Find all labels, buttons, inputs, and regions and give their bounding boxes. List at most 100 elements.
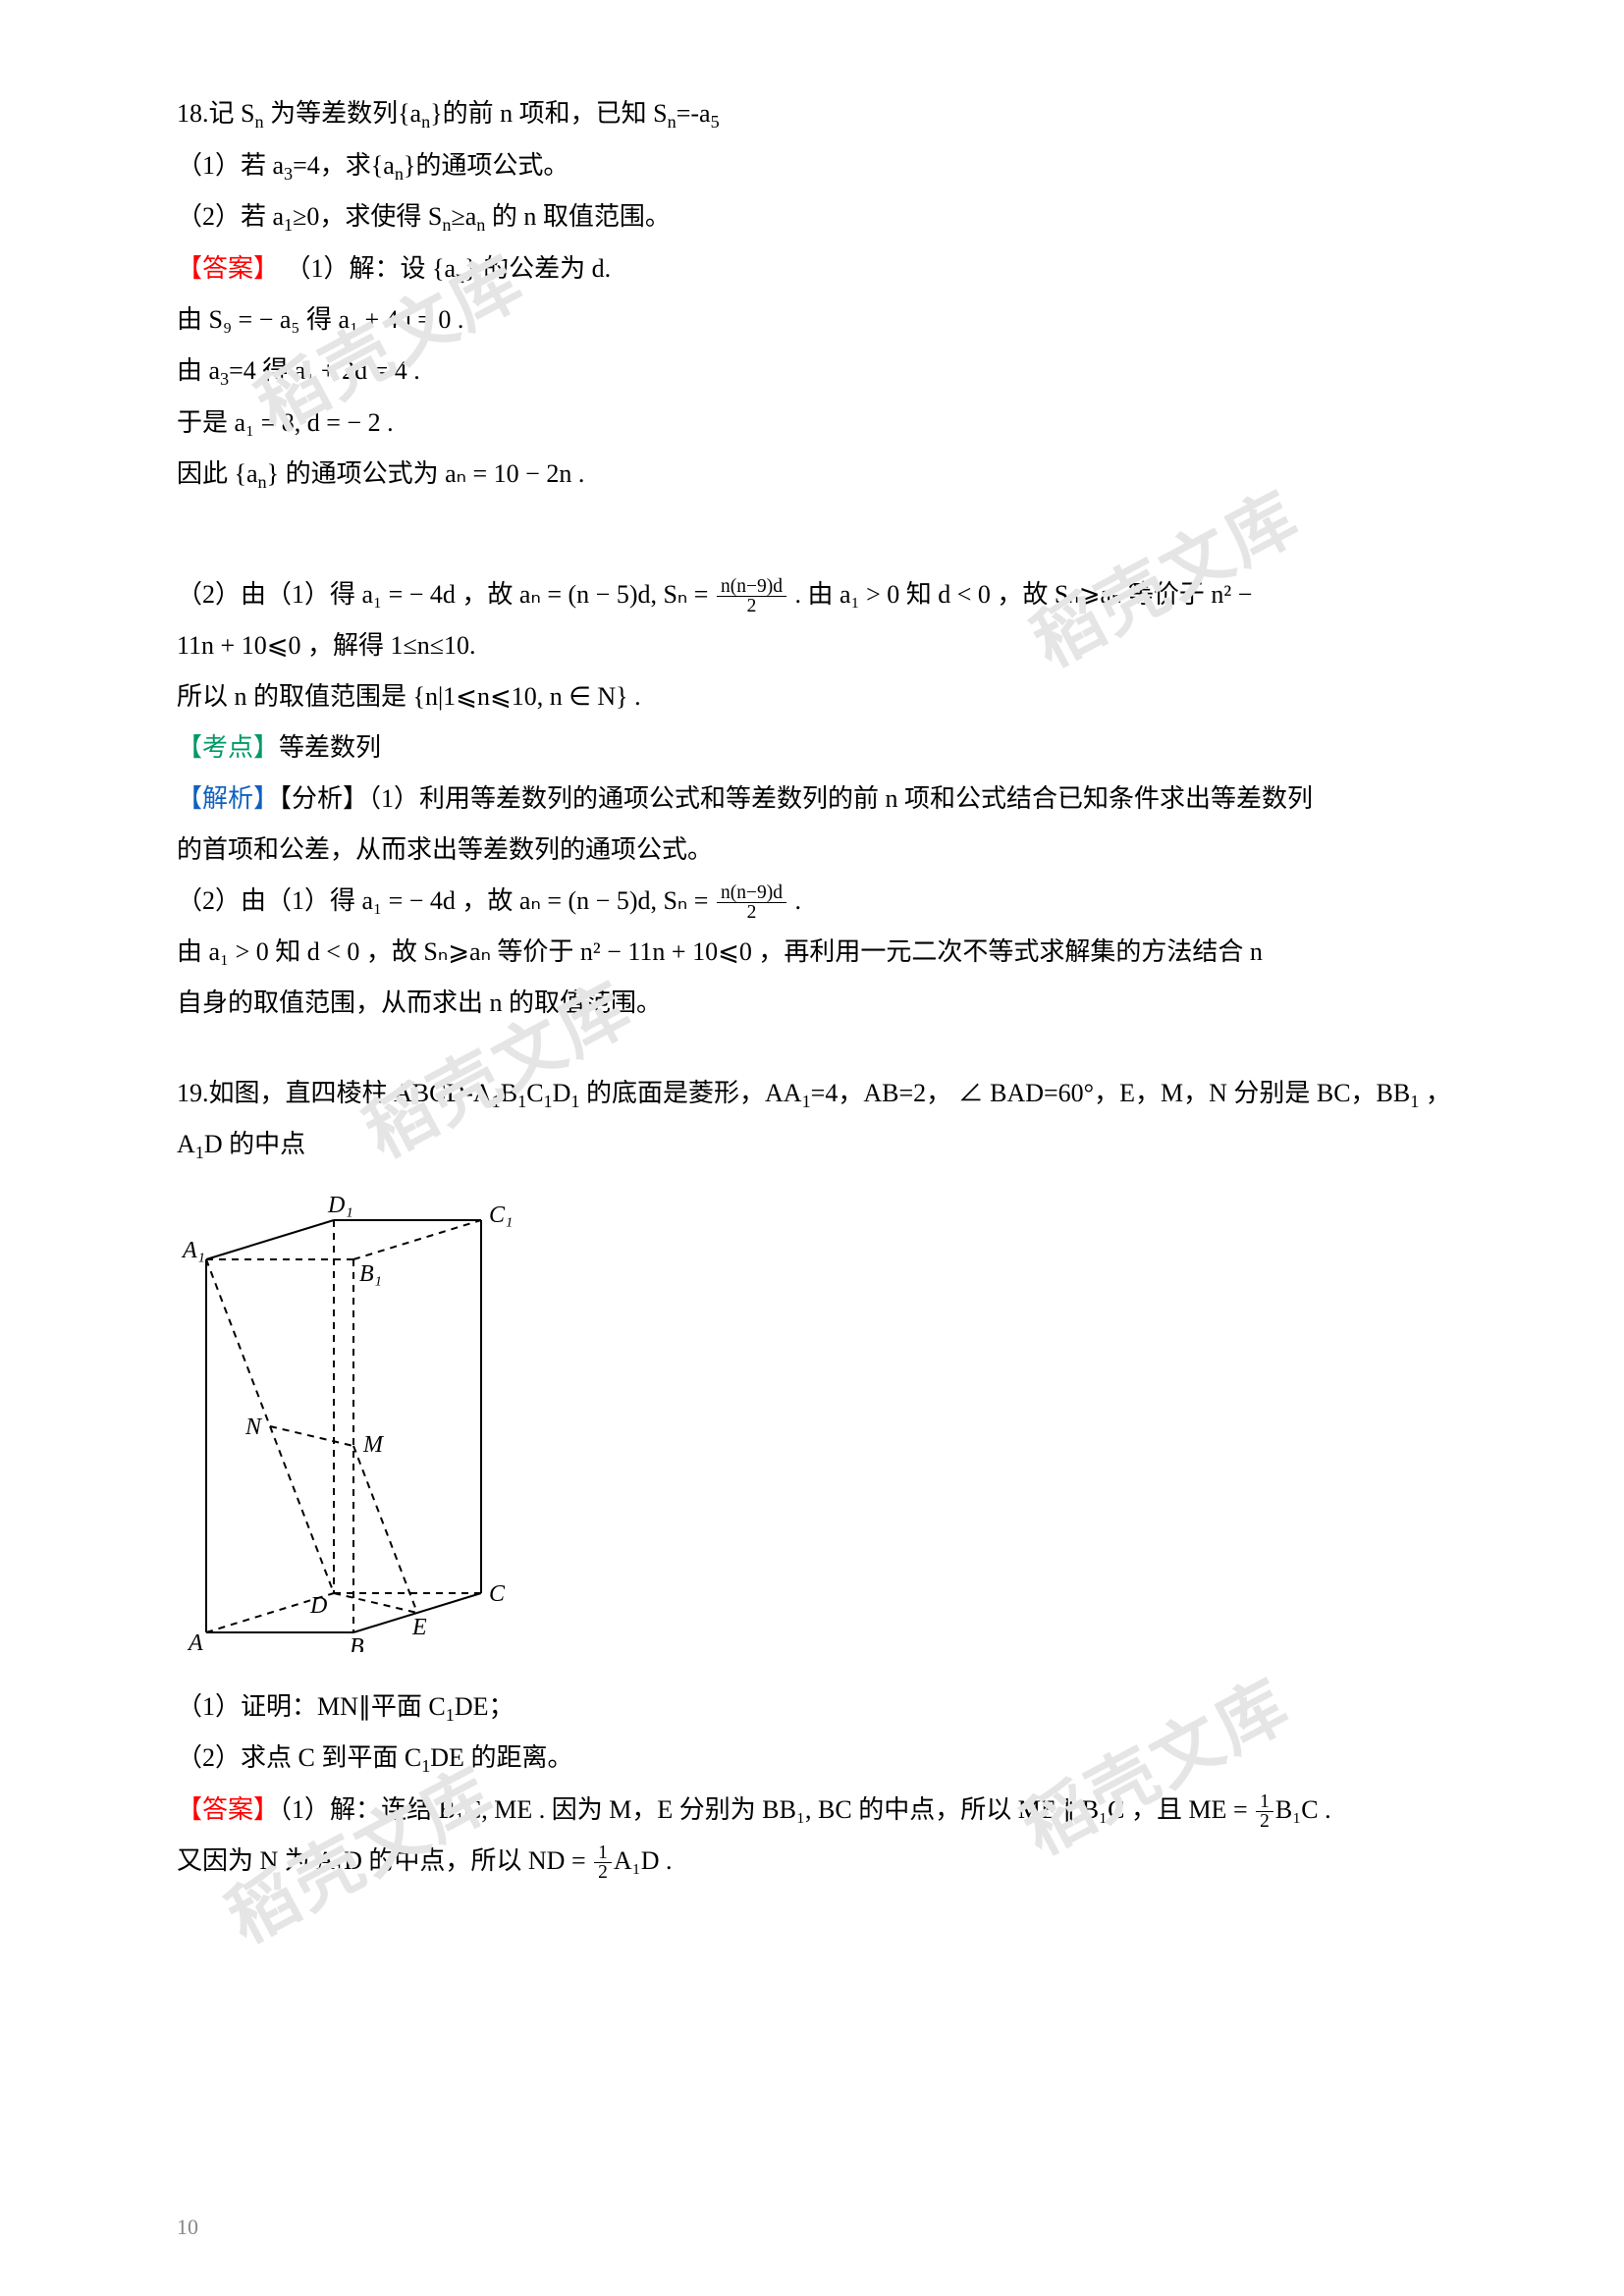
text: 19.如图，直四棱柱 ABCD-A (177, 1079, 492, 1107)
label-C1: C₁ (489, 1202, 513, 1228)
fraction: n(n−9)d2 (717, 577, 786, 616)
text: ≥0，求使得 S (293, 202, 442, 231)
label-A1: A₁ (181, 1238, 205, 1263)
text: D (553, 1079, 571, 1107)
text: }的通项公式。 (404, 151, 568, 180)
numerator: 1 (594, 1843, 612, 1864)
text: （2）由（1）得 a₁ = − 4d ，故 aₙ = (n − 5)d, Sₙ … (177, 886, 715, 915)
text: 又因为 N 为 A₁D 的中点，所以 ND = (177, 1846, 592, 1875)
p19-stem-l2: A1D 的中点 (177, 1119, 1447, 1171)
p18-jiexi-l3: 由 a₁ > 0 知 d < 0 ，故 Sₙ⩾aₙ 等价于 n² − 11n +… (177, 927, 1447, 978)
text: 【分析】（1）利用等差数列的通项公式和等差数列的前 n 项和公式结合已知条件求出… (279, 784, 1313, 813)
label-B: B (350, 1634, 364, 1652)
sub: 1 (544, 1092, 553, 1111)
prism-svg: A B C D E M N A₁ B₁ C₁ D₁ (177, 1181, 530, 1652)
fraction: 12 (594, 1843, 612, 1883)
text: （1）若 a (177, 151, 284, 180)
p18-part2-l3: 所以 n 的取值范围是 {n|1⩽n⩽10, n ∈ N} . (177, 671, 1447, 722)
denominator: 2 (717, 597, 786, 616)
sub: n (258, 472, 267, 492)
p18-part2-l2: 11n + 10⩽0 ，解得 1≤n≤10. (177, 620, 1447, 671)
text: DE； (455, 1692, 514, 1721)
p18-jiexi-l3b: 自身的取值范围，从而求出 n 的取值范围。 (177, 978, 1447, 1029)
p18-step3: 于是 a₁ = 8, d = − 2 . (177, 398, 1447, 449)
text: 因此 {a (177, 459, 258, 488)
p18-kaodian: 【考点】等差数列 (177, 722, 1447, 774)
text: （1）证明：MN∥平面 C (177, 1692, 446, 1721)
answer-label: 【答案】 (177, 1795, 279, 1824)
sub: 5 (711, 112, 720, 132)
sub: 1 (802, 1092, 811, 1111)
text: （2）由（1）得 a₁ = − 4d ，故 aₙ = (n − 5)d, Sₙ … (177, 580, 715, 609)
page: 稻壳文库 稻壳文库 稻壳文库 稻壳文库 稻壳文库 18.记 Sn 为等差数列{a… (0, 0, 1624, 2296)
text: B (501, 1079, 517, 1107)
numerator: 1 (1256, 1792, 1273, 1813)
text: . 由 a₁ > 0 知 d < 0 ，故 Sₙ⩾aₙ 等价于 n² − (788, 580, 1252, 609)
p18-jiexi-l1b: 的首项和公差，从而求出等差数列的通项公式。 (177, 825, 1447, 876)
sub: n (421, 112, 430, 132)
label-B1: B₁ (359, 1261, 382, 1287)
text: （2）若 a (177, 202, 284, 231)
text: ， (1419, 1079, 1451, 1107)
p18-q1: （1）若 a3=4，求{an}的通项公式。 (177, 140, 1447, 192)
label-C: C (489, 1581, 506, 1607)
label-A: A (187, 1630, 203, 1652)
p19-answer-l2: 又因为 N 为 A₁D 的中点，所以 ND = 12A₁D . (177, 1836, 1447, 1887)
text: 的底面是菱形，AA (580, 1079, 802, 1107)
sub: 1 (492, 1092, 501, 1111)
p18-jiexi-l1: 【解析】【分析】（1）利用等差数列的通项公式和等差数列的前 n 项和公式结合已知… (177, 774, 1447, 825)
denominator: 2 (594, 1863, 612, 1883)
label-E: E (411, 1615, 427, 1640)
sub: n (668, 112, 677, 132)
text: =-a (677, 99, 711, 128)
text: （1）解：连结 B₁C, ME . 因为 M，E 分别为 BB₁, BC 的中点… (279, 1795, 1254, 1824)
text: C (526, 1079, 543, 1107)
label-D1: D₁ (327, 1193, 353, 1218)
text: 由 a (177, 356, 220, 385)
label-M: M (362, 1432, 385, 1458)
text: DE 的距离。 (430, 1743, 572, 1772)
sub: n (456, 267, 464, 287)
text: A₁D . (614, 1846, 673, 1875)
text: A (177, 1130, 195, 1158)
text: } 的通项公式为 aₙ = 10 − 2n . (267, 459, 585, 488)
text: D 的中点 (204, 1130, 305, 1158)
text: （1）解：设 {a (279, 254, 456, 283)
text: =4，求{a (293, 151, 395, 180)
sub: 1 (421, 1757, 430, 1777)
sub: n (476, 215, 485, 235)
p19-answer-l1: 【答案】（1）解：连结 B₁C, ME . 因为 M，E 分别为 BB₁, BC… (177, 1785, 1447, 1836)
text: =4 得 a₁ + 2d = 4 . (229, 356, 420, 385)
p18-jiexi-l2: （2）由（1）得 a₁ = − 4d ，故 aₙ = (n − 5)d, Sₙ … (177, 876, 1447, 927)
text: 的 n 取值范围。 (485, 202, 671, 231)
p18-step2: 由 a3=4 得 a₁ + 2d = 4 . (177, 346, 1447, 398)
numerator: n(n−9)d (717, 883, 786, 904)
sub: 1 (284, 215, 293, 235)
sub: 3 (220, 370, 229, 390)
text: . (788, 886, 801, 915)
sub: 1 (570, 1092, 579, 1111)
numerator: n(n−9)d (717, 577, 786, 598)
text: B₁C . (1275, 1795, 1331, 1824)
p18-step4: 因此 {an} 的通项公式为 aₙ = 10 − 2n . (177, 449, 1447, 501)
fraction: 12 (1256, 1792, 1273, 1832)
text: ≥a (451, 202, 476, 231)
sub: 3 (284, 164, 293, 184)
text: 18.记 S (177, 99, 254, 128)
text: 为等差数列{a (264, 99, 422, 128)
text: }的前 n 项和，已知 S (430, 99, 667, 128)
p19-stem-l1: 19.如图，直四棱柱 ABCD-A1B1C1D1 的底面是菱形，AA1=4，AB… (177, 1068, 1447, 1120)
text: =4，AB=2， ∠ BAD=60°，E，M，N 分别是 BC，BB (811, 1079, 1411, 1107)
kaodian-label: 【考点】 (177, 733, 279, 762)
text: } 的公差为 d. (464, 254, 611, 283)
sub: 1 (1410, 1092, 1419, 1111)
label-D: D (309, 1593, 327, 1619)
p18-stem: 18.记 Sn 为等差数列{an}的前 n 项和，已知 Sn=-a5 (177, 88, 1447, 140)
sub: n (254, 112, 263, 132)
page-number: 10 (177, 2206, 198, 2249)
denominator: 2 (1256, 1812, 1273, 1832)
sub: 1 (195, 1143, 204, 1162)
jiexi-label: 【解析】 (177, 784, 279, 813)
sub: n (395, 164, 404, 184)
p18-q2: （2）若 a1≥0，求使得 Sn≥an 的 n 取值范围。 (177, 191, 1447, 243)
